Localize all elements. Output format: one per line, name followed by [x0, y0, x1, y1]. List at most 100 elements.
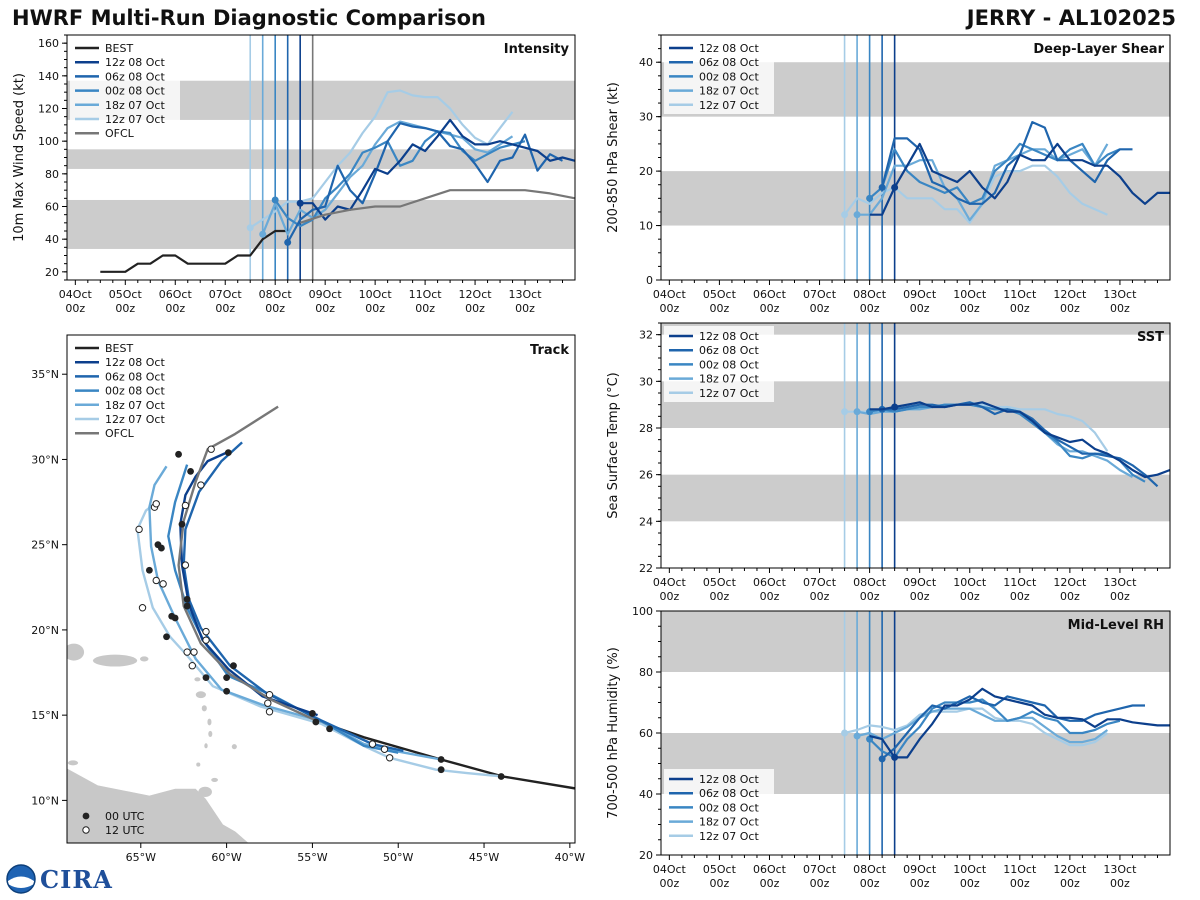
sst-ytick-label: 26	[639, 469, 653, 482]
shear-xtick-day: 07Oct	[803, 288, 837, 301]
shear-xtick-day: 10Oct	[953, 288, 987, 301]
rh-xtick-hour: 00z	[1010, 877, 1030, 890]
rh-ytick-label: 60	[639, 727, 653, 740]
track-land-island-9	[231, 744, 237, 750]
rh-band-1	[661, 611, 1170, 672]
intensity-series-12z-08-oct	[300, 118, 576, 221]
shear-xtick-hour: 00z	[960, 302, 980, 315]
rh-xtick-day: 05Oct	[703, 863, 737, 876]
track-title: Track	[530, 343, 569, 358]
rh-ytick-label: 20	[639, 849, 653, 862]
sst-init-marker-12z-07-oct	[841, 408, 849, 416]
rh-xtick-hour: 00z	[710, 877, 730, 890]
track-marker-00utc	[326, 725, 333, 733]
track-land-island-11	[211, 777, 218, 782]
intensity-legend-label-12z-08-oct: 12z 08 Oct	[105, 56, 165, 69]
shear-ylabel: 200-850 hPa Shear (kt)	[606, 82, 621, 233]
track-marker-12utc	[265, 690, 274, 699]
rh-xtick-day: 12Oct	[1053, 863, 1087, 876]
shear-xtick-day: 06Oct	[753, 288, 787, 301]
shear-xtick-hour: 00z	[659, 302, 679, 315]
shear-xtick-day: 12Oct	[1053, 288, 1087, 301]
shear-xtick-hour: 00z	[1060, 302, 1080, 315]
track-land-island-3	[194, 677, 201, 682]
shear-ytick-label: 0	[646, 274, 653, 287]
track-marker-00utc	[230, 662, 237, 670]
figure-title: HWRF Multi-Run Diagnostic Comparison	[12, 6, 487, 30]
rh-series-06z-08-oct	[881, 695, 1145, 760]
rh-xtick-day: 11Oct	[1003, 863, 1037, 876]
sst-ytick-label: 28	[639, 422, 653, 435]
sst-xtick-hour: 00z	[659, 590, 679, 603]
intensity-ytick-label: 100	[38, 135, 59, 148]
track-marker-12utc	[207, 445, 215, 453]
track-marker-12utc	[385, 754, 394, 762]
intensity-xtick-hour: 00z	[315, 302, 335, 315]
track-marker-12utc	[368, 740, 377, 748]
track-marker-12utc	[138, 604, 147, 612]
sst-title: SST	[1137, 330, 1164, 345]
rh-ytick-label: 100	[632, 605, 653, 618]
track-series-12z-08-oct	[179, 451, 318, 717]
track-marker-00utc	[312, 718, 320, 726]
shear-xtick-hour: 00z	[910, 302, 930, 315]
shear-title: Deep-Layer Shear	[1033, 42, 1164, 57]
sst-xtick-day: 06Oct	[753, 576, 787, 589]
sst-xtick-day: 08Oct	[853, 576, 887, 589]
rh-title: Mid-Level RH	[1068, 618, 1164, 633]
track-xtick-label: 60°W	[211, 851, 241, 864]
track-marker-12utc	[152, 500, 160, 508]
shear-init-marker-00z-08-oct	[866, 194, 874, 202]
rh-legend-label-12z-07-oct: 12z 07 Oct	[699, 830, 759, 843]
sst-ytick-label: 32	[639, 329, 653, 342]
track-ytick-label: 25°N	[31, 539, 59, 552]
cira-logo: CIRA	[6, 864, 113, 894]
intensity-xtick-day: 08Oct	[259, 288, 293, 301]
sst-ytick-label: 22	[639, 562, 653, 575]
sst-series-12z-08-oct	[869, 401, 1171, 479]
sst-xtick-day: 11Oct	[1003, 576, 1037, 589]
track-marker-12utc	[152, 576, 160, 585]
shear-xtick-hour: 00z	[710, 302, 730, 315]
sst-frame	[660, 322, 1171, 569]
intensity-legend-label-12z-07-oct: 12z 07 Oct	[105, 113, 165, 126]
intensity-init-marker-12z-08-oct	[296, 199, 304, 207]
shear-ytick-label: 20	[639, 165, 653, 178]
track-xtick-label: 55°W	[297, 851, 327, 864]
shear-init-marker-18z-07-oct	[853, 211, 861, 219]
sst-legend-label-18z-07-oct: 18z 07 Oct	[699, 373, 759, 386]
intensity-ytick-label: 80	[45, 168, 59, 181]
intensity-init-marker-00z-08-oct	[271, 196, 279, 204]
sst-xtick-hour: 00z	[910, 590, 930, 603]
intensity-xtick-hour: 00z	[365, 302, 385, 315]
intensity-series-06z-08-oct	[286, 122, 564, 243]
track-marker-00utc	[183, 595, 191, 603]
shear-xtick-day: 04Oct	[653, 288, 687, 301]
shear-legend-label-18z-07-oct: 18z 07 Oct	[699, 85, 759, 98]
track-marker-12utc	[181, 561, 190, 569]
track-ytick-label: 20°N	[31, 624, 59, 637]
shear-xtick-day: 05Oct	[703, 288, 737, 301]
track-marker-00utc	[145, 566, 153, 574]
shear-series-06z-08-oct	[881, 120, 1133, 205]
track-marker-12utc	[190, 648, 198, 656]
storm-id-title: JERRY - AL102025	[966, 6, 1176, 30]
intensity-ytick-label: 160	[38, 37, 59, 50]
track-marker-legend-label: 12 UTC	[105, 824, 145, 837]
track-land-island-10	[196, 762, 201, 767]
track-marker-12utc	[202, 636, 210, 644]
intensity-band-1	[67, 149, 575, 169]
rh-init-marker-12z-08-oct	[891, 753, 899, 761]
rh-series-12z-08-oct	[869, 687, 1170, 759]
track-land-island-12	[198, 786, 212, 797]
shear-xtick-day: 13Oct	[1103, 288, 1137, 301]
shear-init-marker-12z-08-oct	[891, 183, 899, 191]
intensity-xtick-day: 12Oct	[459, 288, 493, 301]
track-series-best	[318, 720, 575, 790]
track-legend-label-12z-08-oct: 12z 08 Oct	[105, 356, 165, 369]
sst-xtick-hour: 00z	[710, 590, 730, 603]
shear-xtick-day: 09Oct	[903, 288, 937, 301]
sst-init-marker-18z-07-oct	[853, 408, 861, 416]
